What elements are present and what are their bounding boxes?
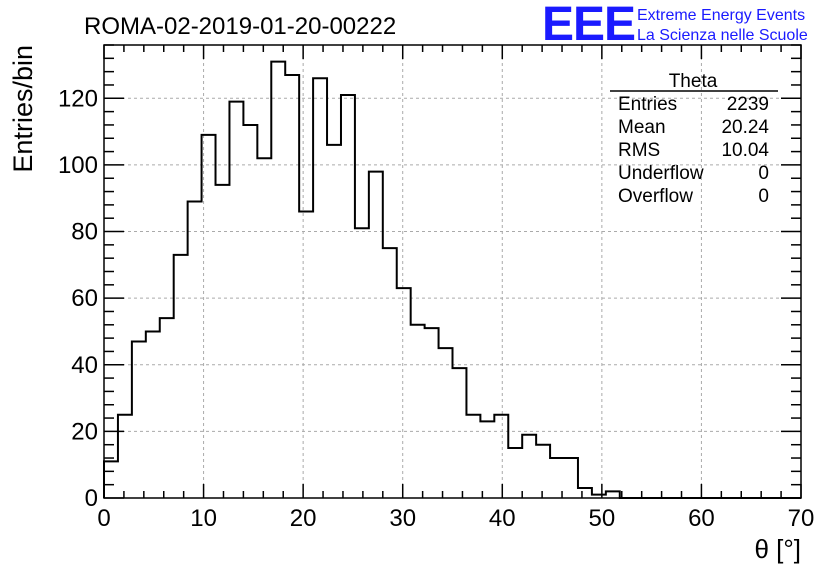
histogram-bin bbox=[425, 328, 439, 498]
y-tick-label: 20 bbox=[71, 418, 98, 445]
eee-logo-line1: Extreme Energy Events bbox=[637, 7, 805, 24]
histogram-bin bbox=[355, 228, 369, 498]
histogram-bin bbox=[271, 62, 285, 498]
x-tick-label: 30 bbox=[389, 505, 416, 532]
stats-label: RMS bbox=[618, 140, 660, 161]
y-axis-label: Entries/bin bbox=[8, 45, 38, 173]
stats-value: 20.24 bbox=[721, 117, 769, 138]
grid-lines bbox=[104, 45, 801, 498]
histogram-bin bbox=[174, 255, 188, 498]
histogram-bin bbox=[522, 435, 536, 498]
y-tick-label: 120 bbox=[58, 85, 98, 112]
histogram-bin bbox=[480, 421, 494, 498]
histogram-bin bbox=[132, 341, 146, 498]
histogram-bin bbox=[327, 145, 341, 498]
histogram-outline bbox=[103, 60, 801, 499]
histogram-bin bbox=[369, 172, 383, 498]
histogram-bin bbox=[188, 202, 202, 498]
stats-box-title: Theta bbox=[669, 71, 718, 92]
stats-label: Mean bbox=[618, 117, 666, 138]
y-tick-label: 80 bbox=[71, 219, 98, 246]
histogram-bin bbox=[466, 415, 480, 498]
y-tick-label: 100 bbox=[58, 152, 98, 179]
histogram-bin bbox=[118, 415, 132, 498]
y-tick-label: 0 bbox=[85, 485, 98, 512]
histogram-bin bbox=[564, 458, 578, 498]
eee-logo-mark: EEE bbox=[542, 0, 635, 51]
histogram-bin bbox=[313, 78, 327, 498]
x-tick-label: 40 bbox=[489, 505, 516, 532]
histogram-bin bbox=[439, 348, 453, 498]
histogram-bars bbox=[103, 60, 801, 499]
stats-label: Entries bbox=[618, 94, 677, 115]
histogram-bin bbox=[216, 185, 230, 498]
histogram-bin bbox=[397, 288, 411, 498]
histogram-bin bbox=[104, 461, 118, 498]
y-tick-label: 60 bbox=[71, 285, 98, 312]
histogram-bin bbox=[243, 125, 257, 498]
histogram-bin bbox=[411, 325, 425, 498]
x-tick-label: 70 bbox=[788, 505, 815, 532]
x-tick-label: 0 bbox=[97, 505, 110, 532]
histogram-bin bbox=[578, 488, 592, 498]
histogram-bin bbox=[160, 318, 174, 498]
histogram-bin bbox=[494, 415, 508, 498]
stats-value: 0 bbox=[758, 163, 769, 184]
histogram-bin bbox=[508, 448, 522, 498]
histogram-bin bbox=[383, 248, 397, 498]
stats-value: 10.04 bbox=[721, 140, 769, 161]
eee-logo: EEE Extreme Energy Events La Scienza nel… bbox=[542, 0, 808, 51]
histogram-bin bbox=[285, 75, 299, 498]
plot-frame bbox=[103, 44, 802, 499]
x-tick-label: 20 bbox=[290, 505, 317, 532]
histogram-bin bbox=[257, 158, 271, 498]
histogram-bin bbox=[453, 368, 467, 498]
histogram-bin bbox=[536, 445, 550, 498]
stats-box: Theta Entries 2239 Mean 20.24 RMS 10.04 Underf… bbox=[610, 71, 778, 207]
histogram-bin bbox=[299, 212, 313, 498]
x-tick-label: 10 bbox=[190, 505, 217, 532]
eee-logo-line2: La Scienza nelle Scuole bbox=[637, 27, 808, 44]
chart-title: ROMA-02-2019-01-20-00222 bbox=[84, 13, 396, 40]
y-tick-label: 40 bbox=[71, 352, 98, 379]
stats-label: Overflow bbox=[618, 186, 693, 207]
histogram-bin bbox=[202, 135, 216, 498]
histogram-bin bbox=[229, 102, 243, 498]
stats-value: 2239 bbox=[727, 94, 769, 115]
x-axis-label: θ [°] bbox=[754, 534, 801, 564]
x-tick-label: 50 bbox=[589, 505, 616, 532]
stats-value: 0 bbox=[758, 186, 769, 207]
histogram-bin bbox=[606, 491, 620, 498]
stats-label: Underflow bbox=[618, 163, 704, 184]
stats-box-rows: Entries 2239 Mean 20.24 RMS 10.04 Underflow 0 Ov… bbox=[618, 94, 769, 207]
histogram-bin bbox=[341, 95, 355, 498]
histogram-bin bbox=[146, 331, 160, 498]
x-tick-label: 60 bbox=[688, 505, 715, 532]
